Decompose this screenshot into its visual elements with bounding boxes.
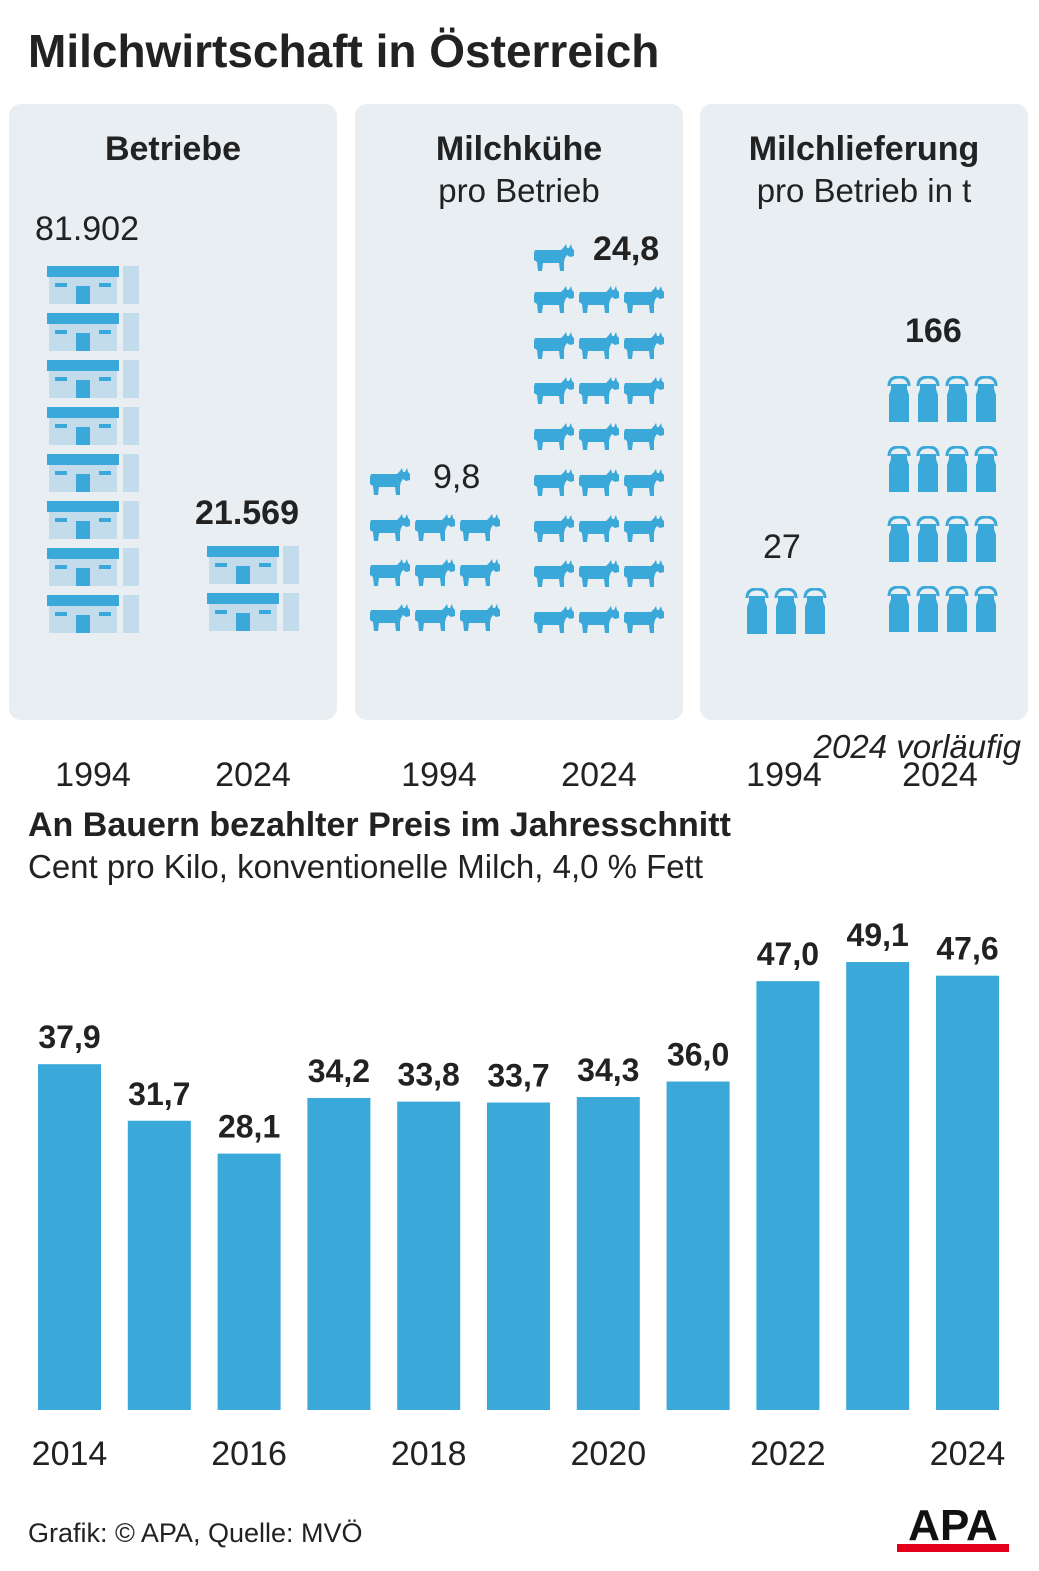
apa-logo: APA — [897, 1501, 1009, 1552]
panel-milchkuehe-subtitle: pro Betrieb — [438, 172, 600, 209]
chart-subtitle: Cent pro Kilo, konventionelle Milch, 4,0… — [28, 848, 704, 885]
bar-value-label: 28,1 — [218, 1109, 280, 1145]
chart-title: An Bauern bezahlter Preis im Jahresschni… — [28, 806, 731, 844]
bar-2020 — [576, 1097, 640, 1410]
panel-milchlieferung: Milchlieferung pro Betrieb in t 27 166 1… — [700, 104, 1028, 794]
panel-betriebe-title: Betriebe — [104, 130, 242, 168]
bar-2014 — [38, 1064, 101, 1410]
kuehe-value-2024: 24,8 — [593, 230, 660, 268]
panel-milchlieferung-subtitle: pro Betrieb in t — [756, 172, 972, 209]
panel-milchlieferung-title: Milchlieferung — [748, 130, 980, 168]
x-tick-label: 2018 — [391, 1435, 467, 1473]
x-tick-label: 2020 — [570, 1435, 646, 1473]
bar-value-label: 33,8 — [398, 1057, 460, 1093]
bar-2021 — [666, 1081, 730, 1410]
bar-value-label: 49,1 — [847, 917, 909, 953]
bar-2022 — [756, 981, 820, 1410]
bar-value-label: 47,0 — [757, 936, 819, 972]
kuehe-year-2024: 2024 — [561, 756, 637, 794]
bar-value-label: 34,3 — [577, 1052, 639, 1088]
panel-milchkuehe-title: Milchkühe — [435, 130, 603, 168]
panel-betriebe: Betriebe 81.902 21.569 1994 2024 — [9, 104, 337, 794]
preliminary-note: 2024 vorläufig — [813, 728, 1021, 765]
x-tick-label: 2024 — [930, 1435, 1006, 1473]
bar-value-label: 36,0 — [667, 1037, 729, 1073]
x-tick-label: 2016 — [211, 1435, 287, 1473]
panel-milchkuehe: Milchkühe pro Betrieb 9,8 24,8 1994 2024 — [355, 104, 683, 794]
betriebe-year-2024: 2024 — [215, 756, 291, 794]
bar-2023 — [846, 962, 910, 1410]
bar-value-label: 37,9 — [38, 1019, 100, 1055]
kuehe-year-1994: 1994 — [401, 756, 477, 794]
betriebe-year-1994: 1994 — [55, 756, 131, 794]
x-tick-label: 2022 — [750, 1435, 826, 1473]
bar-2019 — [487, 1102, 550, 1410]
bar-value-label: 47,6 — [936, 931, 998, 967]
betriebe-value-1994: 81.902 — [35, 210, 139, 248]
bar-value-label: 34,2 — [308, 1053, 370, 1089]
lieferung-value-1994: 27 — [763, 528, 801, 566]
lieferung-year-2024: 2024 — [902, 756, 978, 794]
x-tick-label: 2014 — [32, 1435, 108, 1473]
betriebe-value-2024: 21.569 — [195, 494, 299, 532]
page-title: Milchwirtschaft in Österreich — [28, 25, 660, 77]
bar-value-label: 31,7 — [128, 1076, 190, 1112]
kuehe-value-1994: 9,8 — [433, 458, 481, 496]
lieferung-year-1994: 1994 — [746, 756, 822, 794]
bar-2017 — [307, 1097, 371, 1410]
apa-logo-text: APA — [908, 1501, 998, 1550]
apa-logo-bar — [897, 1544, 1009, 1552]
lieferung-value-2024: 166 — [905, 312, 962, 350]
footer-credit: Grafik: © APA, Quelle: MVÖ — [28, 1518, 363, 1548]
bar-2015 — [127, 1120, 191, 1410]
bar-2016 — [217, 1153, 281, 1410]
bar-2018 — [397, 1101, 461, 1410]
bar-value-label: 33,7 — [487, 1058, 549, 1094]
bar-2024 — [936, 975, 999, 1410]
